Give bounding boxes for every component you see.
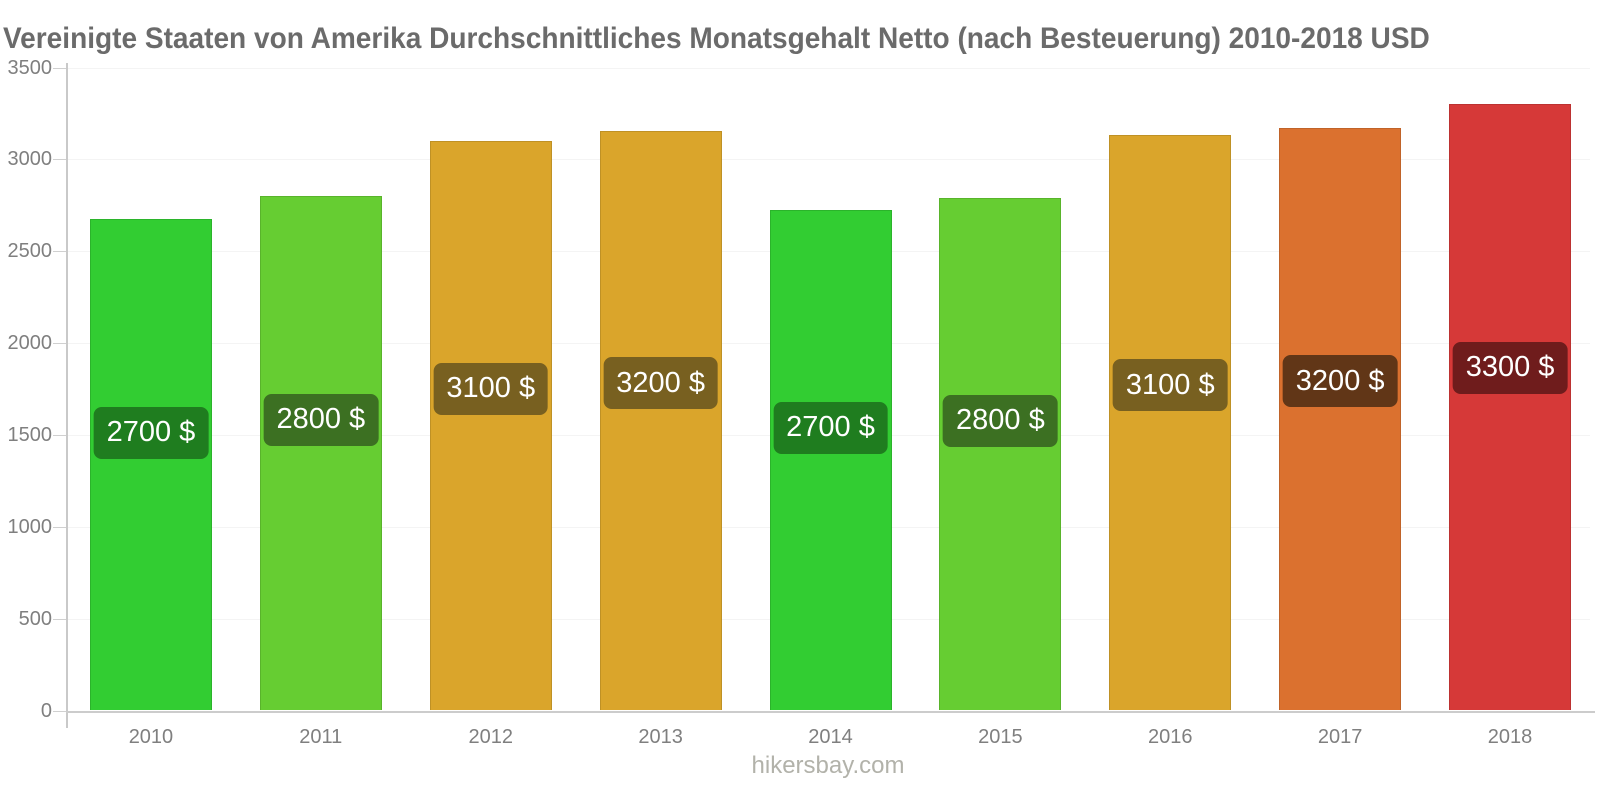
bar-value-label: 3100 $ bbox=[433, 362, 549, 415]
y-axis-tick-label: 500 bbox=[18, 607, 52, 630]
y-axis-tick-label: 2000 bbox=[7, 332, 53, 355]
x-axis-tick-label: 2014 bbox=[808, 726, 853, 748]
y-axis-tick-label: 0 bbox=[40, 699, 52, 722]
bar-value-label: 2700 $ bbox=[93, 406, 209, 459]
y-axis-tick-label: 3000 bbox=[7, 148, 53, 171]
y-axis-tick bbox=[53, 434, 66, 436]
chart-bar[interactable] bbox=[1449, 104, 1572, 711]
watermark: hikersbay.com bbox=[751, 752, 905, 779]
y-axis-tick bbox=[53, 343, 66, 345]
chart-bar[interactable] bbox=[769, 209, 892, 711]
bar-value-label: 2800 $ bbox=[263, 393, 379, 446]
y-axis-tick bbox=[53, 67, 66, 69]
bar-value-label: 2700 $ bbox=[773, 401, 888, 454]
x-axis-tick-label: 2015 bbox=[978, 726, 1023, 748]
gridline bbox=[66, 159, 1590, 161]
y-axis-tick-label: 1000 bbox=[7, 515, 53, 538]
x-axis-line bbox=[66, 710, 1595, 713]
y-axis-tick bbox=[53, 618, 66, 620]
gridline bbox=[66, 67, 1590, 69]
y-axis-tick-label: 3500 bbox=[7, 56, 53, 79]
x-axis-tick-label: 2010 bbox=[128, 726, 174, 748]
y-axis-tick-label: 2500 bbox=[7, 240, 53, 263]
x-axis-tick-label: 2018 bbox=[1487, 726, 1533, 748]
chart-bar[interactable] bbox=[89, 219, 212, 711]
x-axis-tick-label: 2012 bbox=[468, 726, 513, 748]
chart-bar[interactable] bbox=[429, 140, 552, 711]
x-axis-tick-label: 2013 bbox=[638, 726, 683, 748]
chart-title: Vereinigte Staaten von Amerika Durchschn… bbox=[3, 22, 1430, 55]
chart-bar[interactable] bbox=[259, 196, 382, 711]
chart-bar[interactable] bbox=[1109, 134, 1232, 711]
y-axis-tick bbox=[53, 251, 66, 253]
x-axis-tick-label: 2016 bbox=[1148, 726, 1193, 748]
y-axis-tick bbox=[53, 526, 66, 528]
x-axis-tick-label: 2017 bbox=[1317, 726, 1363, 748]
chart-bar[interactable] bbox=[1279, 128, 1402, 711]
y-axis-tick bbox=[53, 159, 66, 161]
bar-value-label: 2800 $ bbox=[943, 394, 1058, 447]
chart-bar[interactable] bbox=[599, 130, 722, 711]
bar-value-label: 3100 $ bbox=[1112, 359, 1228, 412]
x-axis-tick-label: 2011 bbox=[299, 726, 343, 748]
chart-bar[interactable] bbox=[939, 197, 1062, 711]
y-axis-tick bbox=[53, 710, 66, 712]
bar-value-label: 3200 $ bbox=[603, 357, 718, 409]
bar-value-label: 3300 $ bbox=[1452, 341, 1568, 394]
bar-value-label: 3200 $ bbox=[1282, 355, 1398, 408]
y-axis-line bbox=[66, 63, 68, 728]
y-axis-tick-label: 1500 bbox=[7, 423, 53, 446]
